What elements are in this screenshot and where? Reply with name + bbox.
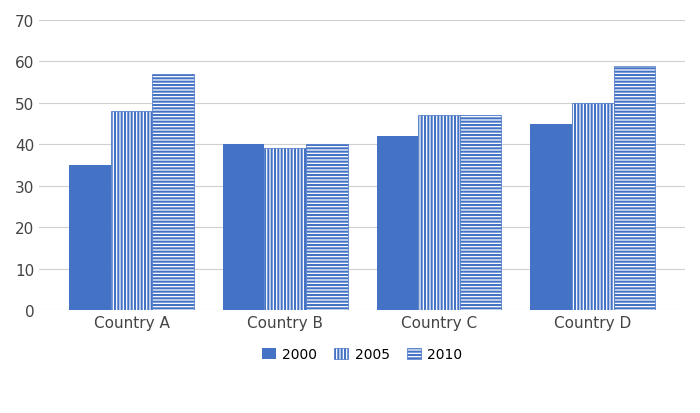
Bar [223, 145, 265, 310]
Bar [460, 116, 501, 310]
Bar [111, 112, 152, 310]
Bar [69, 166, 111, 310]
Bar [265, 149, 306, 310]
Bar [613, 66, 655, 310]
Legend: 2000, 2005, 2010: 2000, 2005, 2010 [256, 342, 468, 367]
Bar [418, 116, 460, 310]
Bar [377, 137, 418, 310]
Bar [306, 145, 347, 310]
Bar [152, 75, 194, 310]
Bar [572, 104, 613, 310]
Bar [531, 124, 572, 310]
